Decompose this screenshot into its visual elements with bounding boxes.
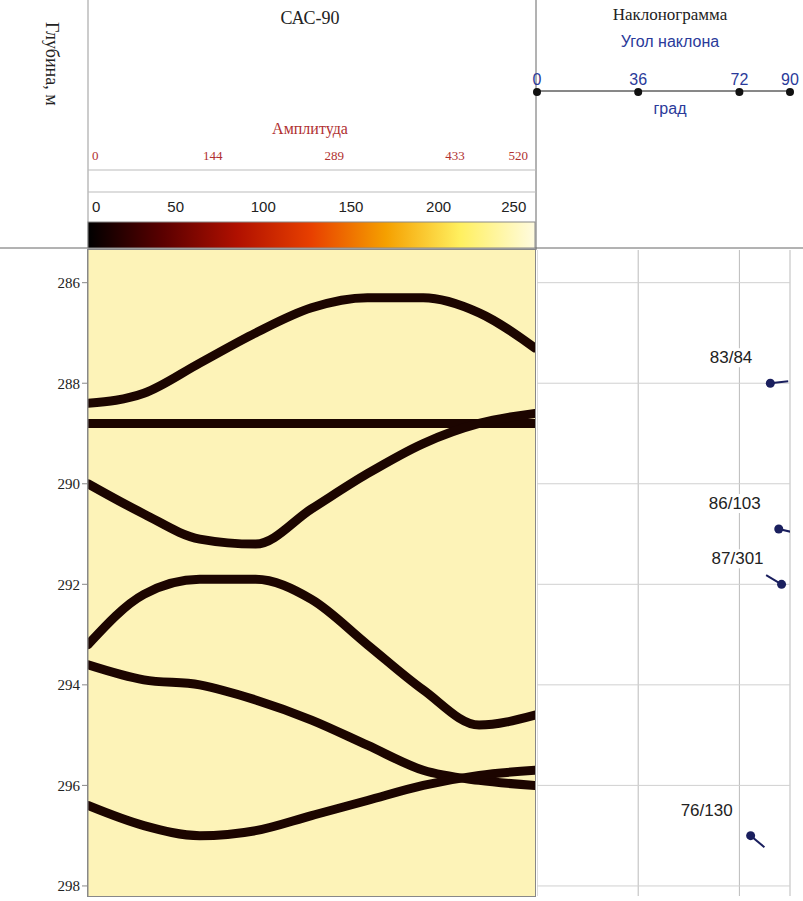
svg-text:200: 200 (426, 198, 451, 215)
svg-text:150: 150 (338, 198, 363, 215)
svg-text:294: 294 (58, 677, 81, 693)
svg-text:Наклонограмма: Наклонограмма (613, 5, 728, 24)
svg-text:100: 100 (251, 198, 276, 215)
svg-text:36: 36 (629, 71, 647, 88)
svg-text:86/103: 86/103 (709, 494, 761, 513)
svg-text:САС-90: САС-90 (280, 8, 339, 28)
svg-text:250: 250 (501, 198, 526, 215)
svg-text:290: 290 (58, 476, 81, 492)
svg-text:90: 90 (781, 71, 799, 88)
svg-text:286: 286 (58, 275, 81, 291)
svg-text:Угол наклона: Угол наклона (621, 33, 719, 50)
svg-text:144: 144 (203, 148, 223, 163)
svg-text:Глубина, м: Глубина, м (42, 22, 62, 106)
svg-text:520: 520 (509, 148, 529, 163)
svg-text:292: 292 (58, 577, 81, 593)
svg-text:433: 433 (445, 148, 465, 163)
svg-text:град: град (654, 100, 688, 117)
svg-text:289: 289 (325, 148, 345, 163)
svg-text:0: 0 (92, 148, 99, 163)
svg-text:0: 0 (92, 198, 100, 215)
svg-text:72: 72 (731, 71, 749, 88)
svg-text:288: 288 (58, 376, 81, 392)
svg-text:87/301: 87/301 (712, 549, 764, 568)
svg-text:296: 296 (58, 778, 81, 794)
svg-text:298: 298 (58, 878, 81, 894)
svg-text:0: 0 (533, 71, 542, 88)
svg-text:76/130: 76/130 (681, 801, 733, 820)
svg-text:50: 50 (167, 198, 184, 215)
svg-text:Амплитуда: Амплитуда (272, 120, 348, 138)
svg-text:83/84: 83/84 (710, 348, 753, 367)
